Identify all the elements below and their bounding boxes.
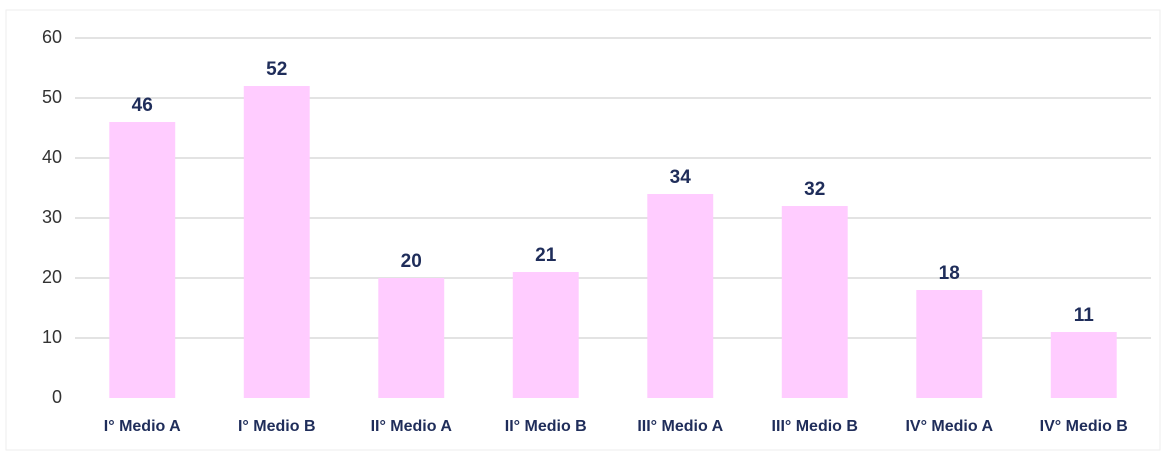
y-tick-label: 20 bbox=[42, 267, 62, 287]
x-tick-label: II° Medio B bbox=[505, 418, 587, 435]
bar bbox=[916, 290, 983, 398]
y-tick-label: 0 bbox=[52, 387, 62, 407]
bar bbox=[647, 194, 714, 398]
bar bbox=[378, 278, 445, 398]
data-label: 34 bbox=[670, 167, 692, 188]
bar bbox=[1050, 332, 1117, 398]
y-tick-label: 30 bbox=[42, 207, 62, 227]
data-label: 20 bbox=[401, 251, 422, 272]
x-tick-label: III° Medio B bbox=[772, 418, 858, 435]
x-tick-label: I° Medio A bbox=[104, 418, 181, 435]
y-tick-label: 60 bbox=[42, 27, 62, 47]
y-tick-label: 50 bbox=[42, 87, 62, 107]
x-tick-label: IV° Medio B bbox=[1040, 418, 1128, 435]
y-tick-label: 10 bbox=[42, 327, 62, 347]
data-label: 18 bbox=[939, 263, 960, 284]
x-tick-label: IV° Medio A bbox=[905, 418, 993, 435]
bar bbox=[243, 86, 310, 398]
data-label: 32 bbox=[804, 179, 825, 200]
data-label: 52 bbox=[266, 59, 287, 80]
x-tick-label: II° Medio A bbox=[371, 418, 453, 435]
x-tick-label: III° Medio A bbox=[637, 418, 723, 435]
data-label: 21 bbox=[535, 245, 557, 266]
bar bbox=[512, 272, 579, 398]
x-tick-label: I° Medio B bbox=[238, 418, 316, 435]
data-label: 46 bbox=[132, 95, 153, 116]
bar bbox=[109, 122, 176, 398]
bar bbox=[781, 206, 848, 398]
data-label: 11 bbox=[1074, 305, 1095, 326]
y-tick-label: 40 bbox=[42, 147, 62, 167]
chart-frame bbox=[5, 9, 1161, 451]
